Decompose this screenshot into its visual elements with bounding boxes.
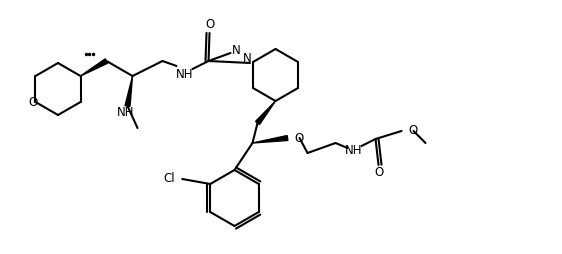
- Text: NH: NH: [345, 145, 362, 157]
- Polygon shape: [256, 101, 275, 124]
- Text: NH: NH: [117, 105, 134, 119]
- Polygon shape: [125, 76, 133, 106]
- Text: N: N: [232, 43, 241, 56]
- Text: O: O: [29, 96, 38, 108]
- Polygon shape: [252, 136, 288, 143]
- Polygon shape: [80, 59, 108, 76]
- Text: O: O: [205, 19, 214, 31]
- Text: N: N: [243, 52, 251, 65]
- Text: Cl: Cl: [164, 172, 175, 185]
- Text: O: O: [374, 167, 383, 180]
- Text: NH: NH: [176, 68, 193, 81]
- Text: O: O: [294, 132, 304, 145]
- Text: O: O: [409, 124, 418, 137]
